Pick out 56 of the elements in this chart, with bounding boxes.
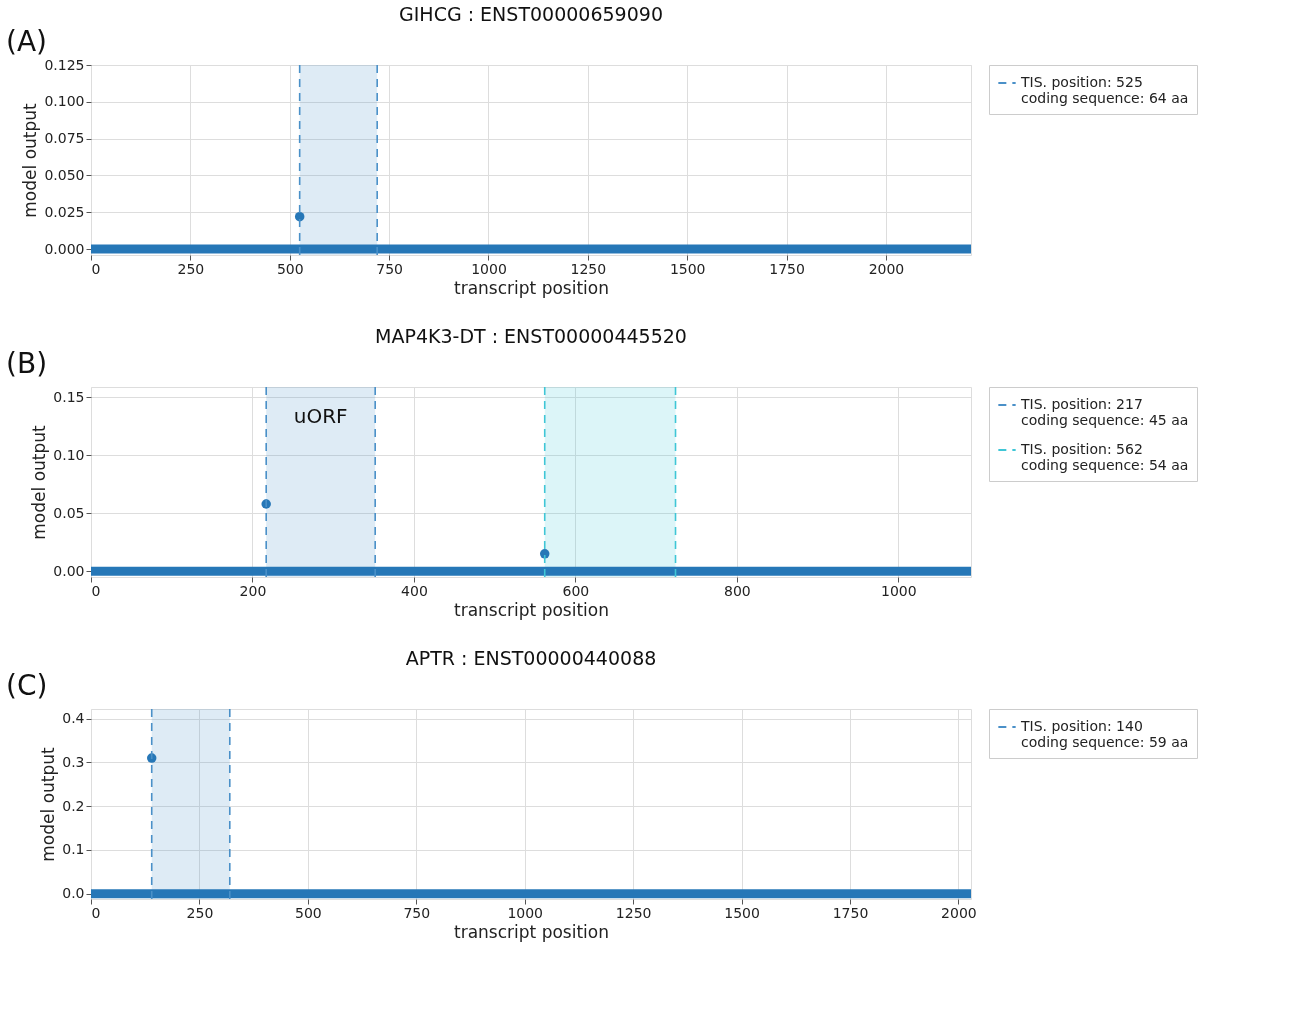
chart-title: GIHCG : ENST00000659090 <box>399 3 663 25</box>
x-tick-label: 0 <box>91 904 101 921</box>
x-tick-label: 400 <box>401 582 428 599</box>
x-tick-label: 250 <box>177 260 205 277</box>
annotation: uORF <box>293 404 348 428</box>
y-tick-label: 0.00 <box>53 562 85 579</box>
y-axis-title: model output <box>29 424 50 540</box>
x-tick-label: 2000 <box>941 904 977 921</box>
y-tick-label: 0.050 <box>44 166 85 183</box>
x-tick-label: 750 <box>376 260 403 277</box>
x-tick-label: 1000 <box>507 904 544 921</box>
y-tick-label: 0.2 <box>62 797 85 814</box>
chart-title: MAP4K3-DT : ENST00000445520 <box>375 325 687 347</box>
y-tick-label: 0.05 <box>53 504 85 521</box>
y-tick-label: 0.1 <box>62 841 85 858</box>
y-tick-label: 0.15 <box>53 388 85 405</box>
x-tick-label: 250 <box>186 904 214 921</box>
legend-label: TIS. position: 525 coding sequence: 64 aa <box>1020 74 1189 106</box>
x-tick-label: 1000 <box>471 260 507 277</box>
text: (B) <box>6 347 48 380</box>
legend-label: TIS. position: 562 coding sequence: 54 aa <box>1020 441 1189 473</box>
x-tick-label: 1750 <box>832 904 869 921</box>
y-tick-label: 0.10 <box>53 446 85 463</box>
x-axis-title: transcript position <box>454 277 609 298</box>
y-tick-label: 0.125 <box>44 56 85 73</box>
y-tick-label: 0.4 <box>62 710 85 727</box>
x-tick-label: 1500 <box>669 260 706 277</box>
x-tick-label: 800 <box>724 582 751 599</box>
text: (A) <box>6 25 48 58</box>
x-tick-label: 0 <box>91 260 101 277</box>
y-axis-title: model output <box>38 746 59 862</box>
x-tick-label: 750 <box>403 904 431 921</box>
x-tick-label: 200 <box>239 582 267 599</box>
x-tick-label: 1750 <box>769 260 805 277</box>
x-tick-label: 500 <box>276 260 304 277</box>
legend-label: TIS. position: 140 coding sequence: 59 aa <box>1020 718 1189 750</box>
legend-label: TIS. position: 217 coding sequence: 45 aa <box>1020 396 1189 428</box>
y-tick-label: 0.3 <box>62 753 85 770</box>
y-tick-label: 0.075 <box>44 130 85 147</box>
x-tick-label: 2000 <box>868 260 905 277</box>
y-tick-label: 0.000 <box>44 240 85 257</box>
x-tick-label: 1250 <box>615 904 652 921</box>
x-tick-label: 1250 <box>570 260 607 277</box>
x-tick-label: 500 <box>294 904 322 921</box>
x-tick-label: 1500 <box>724 904 760 921</box>
x-axis-title: transcript position <box>454 599 609 620</box>
chart-title: APTR : ENST00000440088 <box>405 647 657 669</box>
x-tick-label: 1000 <box>881 582 917 599</box>
y-axis-title: model output <box>20 102 41 218</box>
y-tick-label: 0.025 <box>44 203 85 220</box>
x-tick-label: 600 <box>562 582 590 599</box>
y-tick-label: 0.0 <box>62 885 85 902</box>
text: (C) <box>6 669 48 702</box>
x-axis-title: transcript position <box>454 921 609 942</box>
x-tick-label: 0 <box>91 582 101 599</box>
y-tick-label: 0.100 <box>44 93 85 110</box>
